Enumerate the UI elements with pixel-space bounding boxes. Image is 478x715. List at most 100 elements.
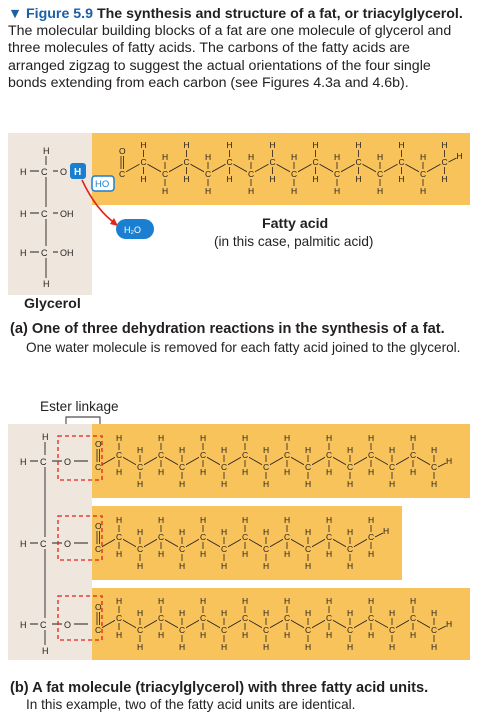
svg-text:O: O <box>64 457 71 467</box>
glycerol-backbone-b: H C C C H H H O O O H <box>18 432 88 656</box>
chain-h: H <box>291 186 297 196</box>
chain-h: H <box>263 608 269 618</box>
panel-a-text: One water molecule is removed for each f… <box>26 340 461 355</box>
chain-h: H <box>137 608 143 618</box>
chain-h: H <box>200 467 206 477</box>
chain-h: H <box>389 608 395 618</box>
chain-carbon: C <box>95 544 101 554</box>
ester-linkage-box <box>57 435 103 481</box>
chain-h: H <box>137 527 143 537</box>
chain-h: H <box>347 642 353 652</box>
chain-h: H <box>334 186 340 196</box>
chain-carbon: C <box>431 625 437 635</box>
chain-h: H <box>158 515 164 525</box>
chain-carbon: C <box>95 462 101 472</box>
chain-h: H <box>431 445 437 455</box>
chain-carbon: C <box>291 169 297 179</box>
chain-carbon: C <box>179 544 185 554</box>
chain-h: H <box>242 515 248 525</box>
chain-carbon: C <box>179 625 185 635</box>
chain-h: H <box>420 186 426 196</box>
chain-h: H <box>263 561 269 571</box>
chain-carbon: C <box>270 157 276 167</box>
figure-title: The synthesis and structure of a fat, or… <box>96 6 463 22</box>
chain-h: H <box>263 527 269 537</box>
svg-text:O: O <box>60 167 67 177</box>
chain-h: H <box>221 561 227 571</box>
chain-h: H <box>200 549 206 559</box>
chain-carbon: C <box>242 613 248 623</box>
chain-terminal-h: H <box>446 456 452 466</box>
chain-carbon: C <box>158 532 164 542</box>
chain-carbon: C <box>377 169 383 179</box>
chain-carbon: C <box>200 532 206 542</box>
chain-carbon: C <box>368 450 374 460</box>
chain-h: H <box>399 174 405 184</box>
chain-h: H <box>116 467 122 477</box>
chain-h: H <box>205 186 211 196</box>
chain-h: H <box>179 479 185 489</box>
glycerol-label: Glycerol <box>24 296 81 312</box>
chain-carbon: C <box>305 462 311 472</box>
fatty-acid-ho: HO <box>95 179 109 190</box>
ester-bracket <box>65 416 101 424</box>
svg-text:H: H <box>20 457 27 467</box>
chain-h: H <box>227 174 233 184</box>
chain-h: H <box>200 596 206 606</box>
chain-carbon: C <box>410 450 416 460</box>
chain-h: H <box>141 174 147 184</box>
svg-text:H: H <box>20 167 27 177</box>
chain-h: H <box>116 596 122 606</box>
chain-h: H <box>347 527 353 537</box>
chain-h: H <box>326 630 332 640</box>
chain-h: H <box>326 549 332 559</box>
chain-carbon: C <box>221 462 227 472</box>
chain-h: H <box>377 186 383 196</box>
chain-h: H <box>116 515 122 525</box>
chain-h: H <box>442 140 448 150</box>
chain-h: H <box>356 174 362 184</box>
figure-caption: ▼ Figure 5.9 The synthesis and structure… <box>8 6 470 92</box>
glycerol-molecule: H C C C H H H OH OH O H <box>18 146 82 289</box>
chain-h: H <box>179 527 185 537</box>
chain-carbon: C <box>200 450 206 460</box>
chain-h: H <box>326 433 332 443</box>
chain-h: H <box>158 467 164 477</box>
chain-carbon: C <box>95 625 101 635</box>
hydroxyl-h-highlight <box>70 163 86 179</box>
chain-h: H <box>347 561 353 571</box>
chain-carbon: C <box>221 544 227 554</box>
chain-h: H <box>200 630 206 640</box>
svg-text:H: H <box>42 432 49 442</box>
chain-h: H <box>389 445 395 455</box>
chain-h: H <box>162 152 168 162</box>
chain-carbon: C <box>141 157 147 167</box>
chain-carbon: C <box>263 462 269 472</box>
chain-carbon: C <box>347 462 353 472</box>
glycerol-c3: C <box>41 248 48 258</box>
chain-h: H <box>179 445 185 455</box>
svg-text:H: H <box>20 620 27 630</box>
chain-carbon: C <box>305 625 311 635</box>
chain-carbon: C <box>368 532 374 542</box>
chain-h: H <box>305 642 311 652</box>
chain-h: H <box>284 596 290 606</box>
fatty-acid-label: Fatty acid <box>262 216 329 232</box>
chain-h: H <box>137 445 143 455</box>
svg-text:H: H <box>20 539 27 549</box>
svg-text:H: H <box>20 248 27 258</box>
chain-carbon: C <box>326 613 332 623</box>
chain-h: H <box>242 596 248 606</box>
chain-carbon: C <box>420 169 426 179</box>
chain-carbon: C <box>158 613 164 623</box>
chain-carbon: C <box>368 613 374 623</box>
chain-carbon: C <box>162 169 168 179</box>
chain-h: H <box>162 186 168 196</box>
carbonyl-o: O <box>119 146 126 156</box>
chain-h: H <box>410 467 416 477</box>
chain-carbon: C <box>399 157 405 167</box>
chain-carbon: C <box>116 450 122 460</box>
chain-h: H <box>347 445 353 455</box>
